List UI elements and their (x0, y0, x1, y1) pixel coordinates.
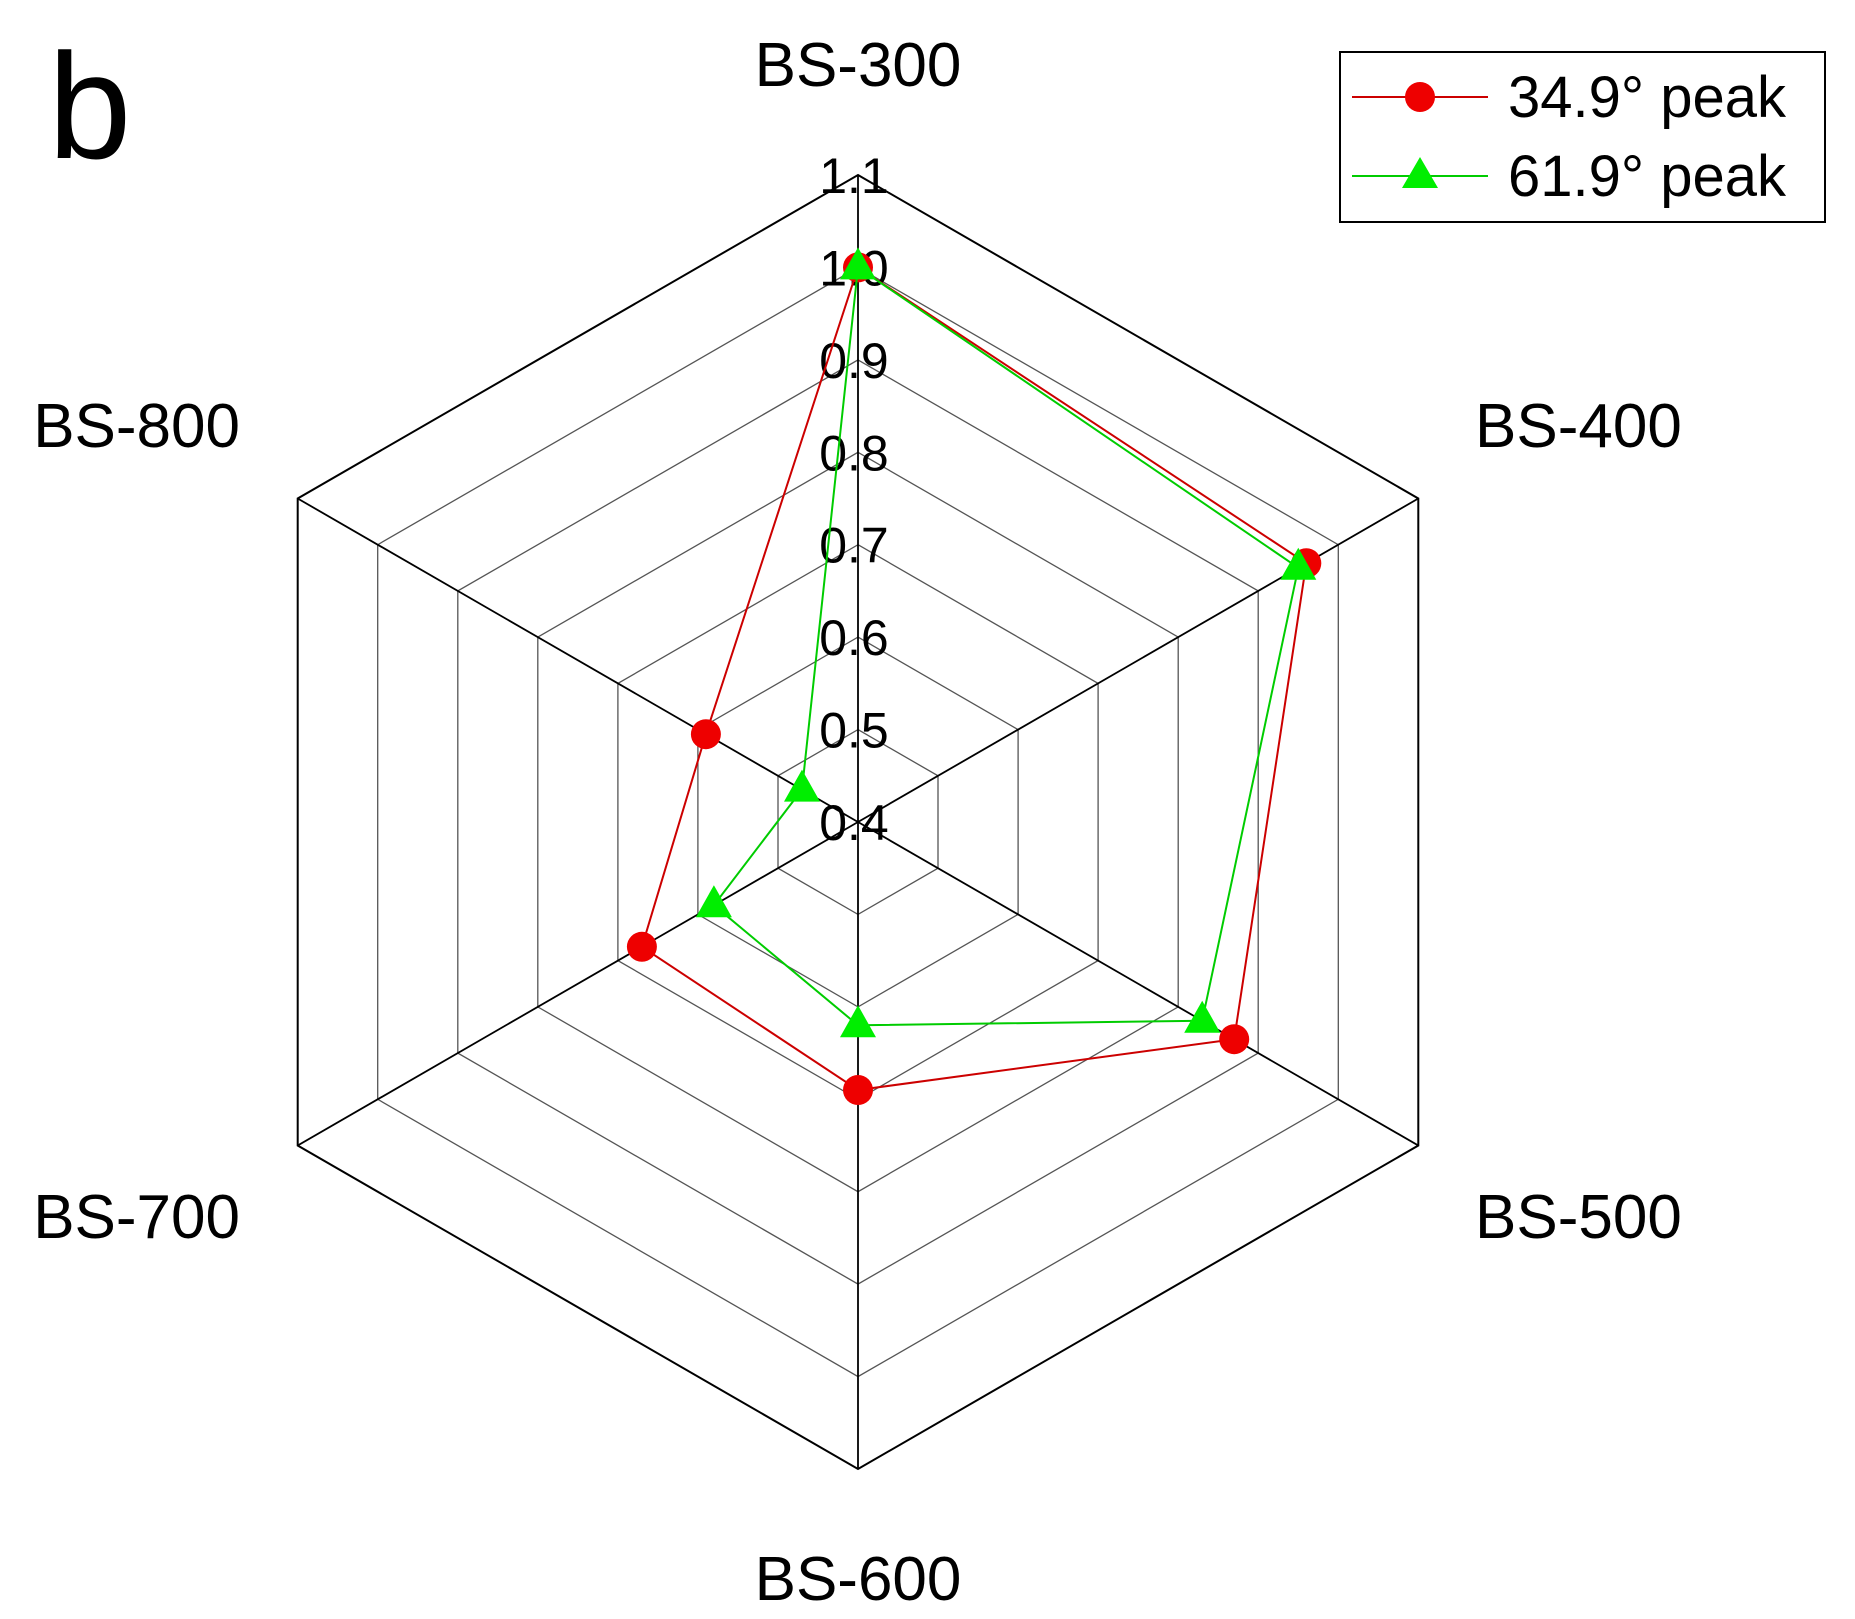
data-point (1184, 1000, 1221, 1033)
legend-label: 61.9° peak (1508, 144, 1787, 209)
radial-tick-labels: 0.40.50.60.70.80.91.01.1 (819, 148, 889, 851)
series-2 (695, 247, 1317, 1038)
category-label: BS-400 (1475, 392, 1682, 461)
tick-label: 0.9 (819, 333, 889, 389)
category-label: BS-600 (755, 1545, 962, 1614)
tick-label: 0.8 (819, 425, 889, 481)
series-line (712, 265, 1300, 1027)
data-point (695, 885, 732, 918)
category-label: BS-500 (1475, 1183, 1682, 1252)
data-point (843, 1075, 873, 1105)
radar-spoke (297, 821, 859, 1147)
data-series (626, 247, 1322, 1105)
category-label: BS-700 (33, 1183, 240, 1252)
radar-spoke (297, 497, 859, 823)
radar-spoke (857, 821, 1419, 1147)
data-point (1219, 1024, 1250, 1055)
category-label: BS-300 (755, 31, 962, 100)
data-point (1280, 547, 1317, 580)
legend-item-series-1: 34.9° peak (1352, 65, 1787, 130)
radar-grid (296, 173, 1420, 1471)
series-line (640, 265, 1308, 1092)
tick-label: 0.4 (819, 795, 889, 851)
legend-item-series-2: 61.9° peak (1352, 144, 1787, 209)
category-labels: BS-300 BS-400 BS-500 BS-600 BS-700 BS-800 (33, 31, 1682, 1614)
legend-label: 34.9° peak (1508, 65, 1787, 130)
panel-label: b (48, 22, 131, 190)
legend-marker-triangle (1402, 157, 1438, 188)
category-label: BS-800 (33, 392, 240, 461)
data-point (690, 719, 721, 750)
data-point (626, 931, 657, 962)
series-1 (626, 252, 1322, 1105)
tick-label: 0.5 (819, 703, 889, 759)
legend: 34.9° peak 61.9° peak (1339, 51, 1826, 223)
legend-marker-circle (1405, 82, 1435, 112)
data-point (784, 769, 820, 802)
tick-label: 1.1 (819, 148, 889, 204)
data-point (840, 1005, 876, 1038)
radar-spoke (857, 497, 1419, 823)
legend-box (1339, 51, 1826, 223)
data-point (840, 247, 876, 280)
tick-label: 0.6 (819, 610, 889, 666)
